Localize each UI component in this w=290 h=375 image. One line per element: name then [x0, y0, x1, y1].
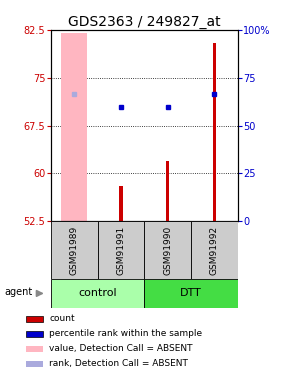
Bar	[51, 221, 97, 279]
Text: agent: agent	[4, 287, 32, 297]
Bar	[144, 221, 191, 279]
Bar	[26, 316, 43, 322]
Bar	[26, 346, 43, 352]
Text: percentile rank within the sample: percentile rank within the sample	[49, 329, 202, 338]
Bar	[119, 186, 123, 221]
Text: GSM91989: GSM91989	[70, 226, 79, 275]
Bar	[51, 279, 144, 308]
Text: GSM91991: GSM91991	[116, 226, 125, 275]
Text: value, Detection Call = ABSENT: value, Detection Call = ABSENT	[49, 344, 193, 353]
Bar	[166, 160, 169, 221]
Bar	[26, 361, 43, 367]
Bar	[213, 43, 216, 221]
Text: rank, Detection Call = ABSENT: rank, Detection Call = ABSENT	[49, 359, 188, 368]
Bar	[144, 279, 238, 308]
Bar	[26, 331, 43, 337]
Text: GSM91990: GSM91990	[163, 226, 172, 275]
Bar	[61, 33, 87, 221]
Text: count: count	[49, 314, 75, 323]
Text: control: control	[78, 288, 117, 298]
Title: GDS2363 / 249827_at: GDS2363 / 249827_at	[68, 15, 221, 29]
Text: GSM91992: GSM91992	[210, 226, 219, 275]
Bar	[97, 221, 144, 279]
Bar	[191, 221, 238, 279]
Text: DTT: DTT	[180, 288, 202, 298]
